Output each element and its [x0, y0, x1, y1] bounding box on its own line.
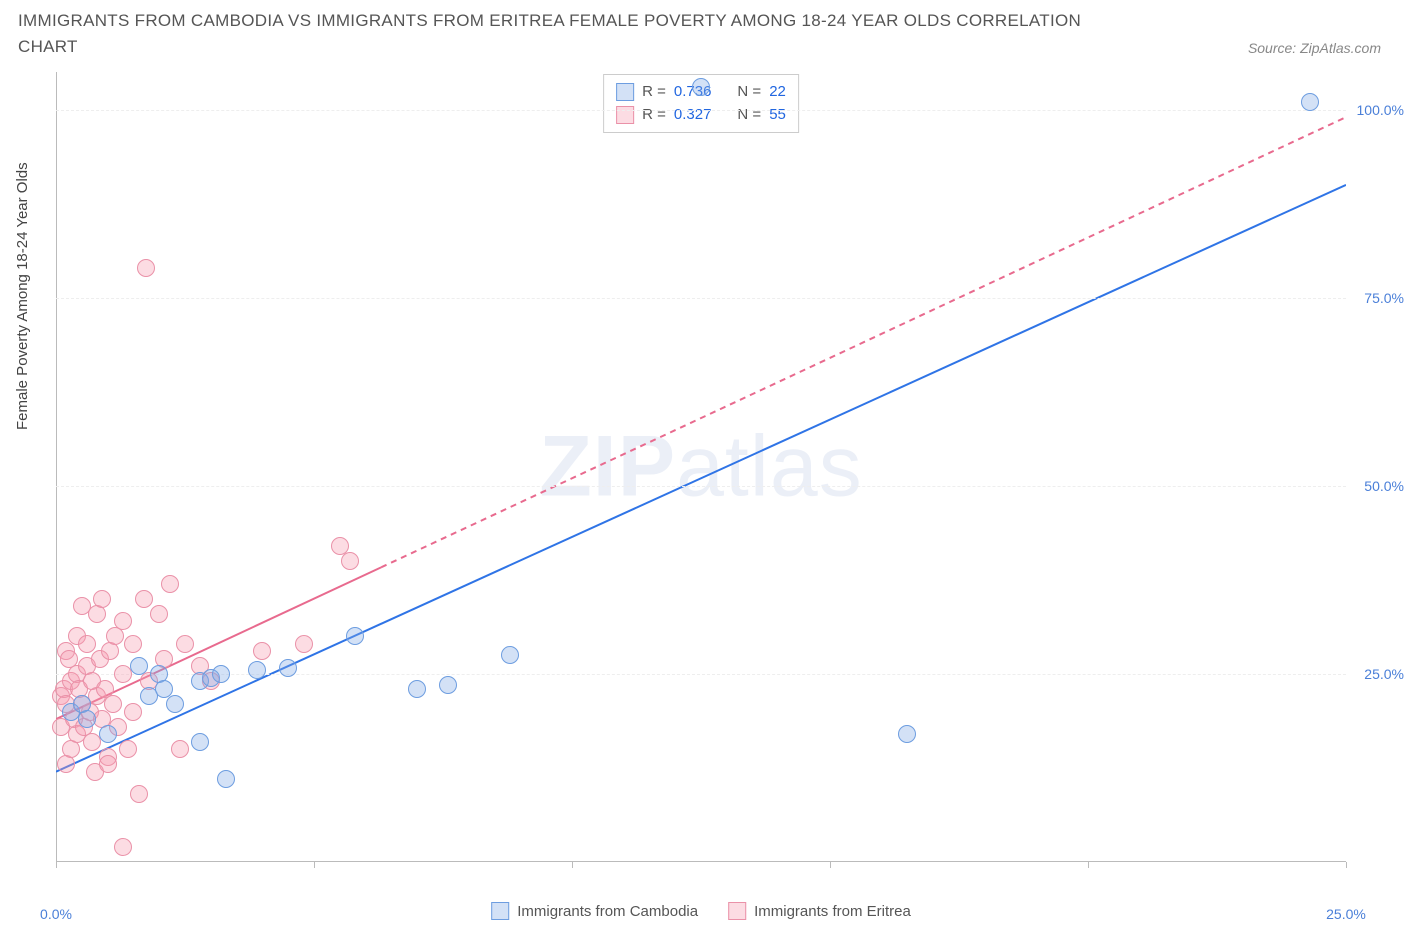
data-point — [135, 590, 153, 608]
x-tick — [1346, 862, 1347, 868]
y-tick-label: 100.0% — [1357, 102, 1404, 118]
n-label: N = — [737, 104, 761, 127]
data-point — [171, 740, 189, 758]
x-tick — [572, 862, 573, 868]
y-axis-line — [56, 72, 57, 862]
x-tick — [314, 862, 315, 868]
grid-line — [56, 486, 1346, 487]
legend-label: Immigrants from Eritrea — [754, 903, 911, 920]
data-point — [212, 665, 230, 683]
data-point — [692, 78, 710, 96]
y-tick-label: 50.0% — [1364, 478, 1404, 494]
data-point — [104, 695, 122, 713]
watermark: ZIPatlas — [539, 418, 862, 517]
r-label: R = — [642, 81, 666, 104]
data-point — [161, 575, 179, 593]
grid-line — [56, 298, 1346, 299]
data-point — [501, 646, 519, 664]
data-point — [253, 642, 271, 660]
data-point — [124, 703, 142, 721]
data-point — [341, 552, 359, 570]
data-point — [78, 635, 96, 653]
data-point — [1301, 93, 1319, 111]
x-tick — [56, 862, 57, 868]
x-tick-label: 25.0% — [1326, 906, 1366, 922]
trend-lines — [56, 72, 1346, 862]
data-point — [295, 635, 313, 653]
data-point — [176, 635, 194, 653]
data-point — [137, 259, 155, 277]
data-point — [248, 661, 266, 679]
data-point — [439, 676, 457, 694]
n-label: N = — [737, 81, 761, 104]
data-point — [898, 725, 916, 743]
data-point — [78, 710, 96, 728]
data-point — [119, 740, 137, 758]
y-tick-label: 25.0% — [1364, 666, 1404, 682]
series-legend: Immigrants from Cambodia Immigrants from … — [491, 902, 911, 920]
r-label: R = — [642, 104, 666, 127]
data-point — [93, 590, 111, 608]
data-point — [114, 838, 132, 856]
x-tick-label: 0.0% — [40, 906, 72, 922]
n-value: 22 — [769, 81, 786, 104]
legend-label: Immigrants from Cambodia — [517, 903, 698, 920]
data-point — [191, 733, 209, 751]
grid-line — [56, 110, 1346, 111]
data-point — [408, 680, 426, 698]
data-point — [166, 695, 184, 713]
data-point — [99, 725, 117, 743]
legend-swatch — [728, 902, 746, 920]
data-point — [130, 785, 148, 803]
data-point — [279, 659, 297, 677]
data-point — [124, 635, 142, 653]
legend-swatch — [616, 83, 634, 101]
data-point — [130, 657, 148, 675]
chart-title: IMMIGRANTS FROM CAMBODIA VS IMMIGRANTS F… — [18, 8, 1118, 59]
data-point — [99, 755, 117, 773]
chart-plot-area: ZIPatlas R =0.736N =22R =0.327N =55 Immi… — [56, 72, 1346, 862]
y-tick-label: 75.0% — [1364, 290, 1404, 306]
x-tick — [1088, 862, 1089, 868]
r-value: 0.327 — [674, 104, 712, 127]
x-tick — [830, 862, 831, 868]
legend-swatch — [491, 902, 509, 920]
x-axis-line — [56, 861, 1346, 862]
legend-row: R = 0.327 N = 55 — [616, 104, 786, 127]
n-value: 55 — [769, 104, 786, 127]
data-point — [346, 627, 364, 645]
data-point — [114, 612, 132, 630]
data-point — [217, 770, 235, 788]
legend-swatch — [616, 106, 634, 124]
y-axis-label: Female Poverty Among 18-24 Year Olds — [14, 162, 31, 430]
source-label: Source: ZipAtlas.com — [1248, 40, 1381, 56]
legend-item: Immigrants from Cambodia — [491, 902, 698, 920]
data-point — [150, 605, 168, 623]
legend-item: Immigrants from Eritrea — [728, 902, 911, 920]
